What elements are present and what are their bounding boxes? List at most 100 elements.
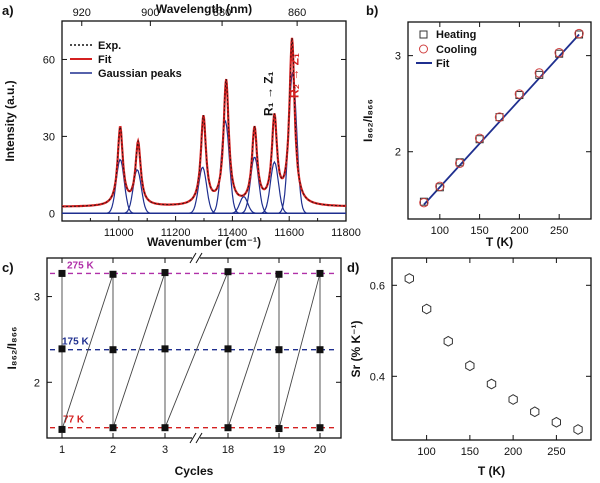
legend-label: Exp. [98, 40, 121, 52]
axis-break-top [189, 252, 197, 264]
cooling-point [419, 197, 429, 208]
sr-point [422, 303, 432, 315]
fit-line [423, 33, 580, 206]
cooling-point [514, 89, 525, 99]
panel-b-label: b) [366, 3, 378, 18]
cycle-point-low [109, 424, 117, 432]
panel-a-x-ticklabel: 11800 [331, 227, 361, 239]
panel-b: b) T (K) I₈₆₂/I₈₆₆ 100 150 200 250 2 3 Heating Coo… [361, 3, 592, 249]
panel-c-label: c) [2, 260, 14, 275]
panel-c-y-ticklabel: 3 [34, 292, 40, 304]
cycle-point-low [275, 425, 283, 433]
panel-a-y-ticklabel: 0 [49, 208, 55, 220]
panel-a-y-ticklabel: 60 [43, 54, 55, 66]
panel-a-y-axis-title: Intensity (a.u.) [3, 80, 17, 161]
sr-point [573, 424, 583, 435]
panel-a-x-axis-title: Wavenumber (cm⁻¹) [147, 235, 261, 249]
panel-d-frame [391, 257, 592, 441]
gaussian-peak-3 [62, 166, 346, 214]
cycle-point-low [161, 424, 169, 432]
panel-b-x-ticklabel: 150 [470, 225, 488, 237]
cycle-point-high [58, 269, 66, 277]
panel-c-x-ticklabel: 19 [273, 444, 285, 456]
panel-d-y-ticklabel: 0.6 [370, 280, 385, 292]
sr-point [465, 360, 475, 372]
cycle-point-mid [224, 345, 232, 353]
axis-break-bottom [189, 432, 197, 444]
sr-point [551, 416, 561, 428]
level-label: 175 K [62, 337, 89, 348]
panel-c-x-ticklabel: 3 [162, 444, 168, 456]
gaussian-peak-6 [62, 156, 346, 214]
panel-b-x-axis-title: T (K) [486, 235, 513, 249]
panel-c-x-ticklabel: 1 [59, 444, 65, 456]
cooling-point [455, 158, 465, 168]
cycle-point-high [224, 268, 232, 276]
cycle-diagonal-line [61, 274, 114, 430]
cooling-point [435, 181, 445, 192]
cycle-point-mid [109, 346, 117, 354]
sr-point [530, 406, 540, 418]
panel-c-x-ticklabel: 20 [314, 444, 326, 456]
panel-a-x-ticklabel: 11400 [218, 227, 248, 239]
sr-point [404, 273, 414, 284]
axis-break-bottom [195, 432, 203, 444]
panel-d: d) T (K) Sr (% K⁻¹) 100 150 200 250 0.4 0.6 [347, 257, 592, 478]
panel-a-x-ticklabel: 11200 [161, 227, 191, 239]
cooling-point [554, 48, 564, 58]
panel-d-x-ticklabel: 150 [461, 446, 479, 458]
panel-b-y-axis-title: I₈₆₂/I₈₆₆ [361, 99, 375, 142]
legend-label: Heating [436, 29, 476, 41]
panel-b-y-ticklabel: 2 [395, 147, 401, 159]
panel-b-x-ticklabel: 250 [550, 225, 568, 237]
panel-c-y-ticklabel: 2 [34, 377, 40, 389]
panel-b-x-ticklabel: 200 [510, 225, 528, 237]
heating-point [495, 113, 504, 122]
axis-break-top [195, 252, 203, 264]
cycle-diagonal-line [278, 273, 321, 429]
legend-heating-swatch [419, 30, 428, 39]
legend-label: Fit [436, 58, 450, 70]
panel-b-x-ticklabel: 100 [431, 225, 449, 237]
cycle-point-mid [275, 346, 283, 354]
annotation-r1-z1: R₁ → Z₁ [261, 71, 275, 116]
axis-break-mask-top [192, 254, 200, 262]
panel-c-y-axis-title: I₈₆₂/I₈₆₆ [5, 327, 19, 370]
panel-a-x-ticklabel: 11000 [104, 227, 134, 239]
level-label: 275 K [67, 260, 94, 271]
panel-d-label: d) [347, 260, 359, 275]
panel-a-label: a) [2, 3, 14, 18]
panel-c-x-ticklabel: 2 [110, 444, 116, 456]
panel-a-x-ticklabel: 11600 [274, 227, 304, 239]
panel-a-top-ticklabel: 860 [288, 7, 306, 19]
cycle-point-low [224, 424, 232, 432]
panel-b-frame [407, 21, 592, 220]
panel-a-top-axis-title: Wavelength (nm) [156, 2, 252, 16]
legend-label: Fit [98, 54, 112, 66]
annotation-r2-z1: R₂ → Z₁ [288, 53, 302, 98]
cycle-diagonal-line [164, 271, 229, 428]
panel-b-y-ticklabel: 3 [395, 51, 401, 63]
sr-point [443, 335, 453, 347]
cooling-point [474, 133, 485, 143]
cycle-point-low [316, 424, 324, 432]
panel-d-y-ticklabel: 0.4 [370, 371, 385, 383]
cycle-diagonal-line [112, 272, 166, 428]
panel-d-x-ticklabel: 250 [547, 446, 565, 458]
cooling-point [494, 112, 505, 122]
level-label: 77 K [63, 415, 85, 426]
panel-d-x-axis-title: T (K) [478, 464, 505, 478]
panel-d-x-ticklabel: 200 [504, 446, 522, 458]
cycle-point-high [161, 269, 169, 277]
panel-d-x-ticklabel: 100 [417, 446, 435, 458]
cycle-point-high [109, 270, 117, 278]
axis-break-mask-bottom [192, 434, 200, 442]
panel-a-top-ticklabel: 880 [213, 7, 231, 19]
panel-c-frame [46, 257, 342, 439]
cycle-point-mid [316, 346, 324, 354]
sr-point [486, 378, 497, 390]
cooling-point [574, 28, 584, 39]
legend-cooling-swatch [419, 44, 428, 54]
experimental-curve [62, 37, 346, 207]
